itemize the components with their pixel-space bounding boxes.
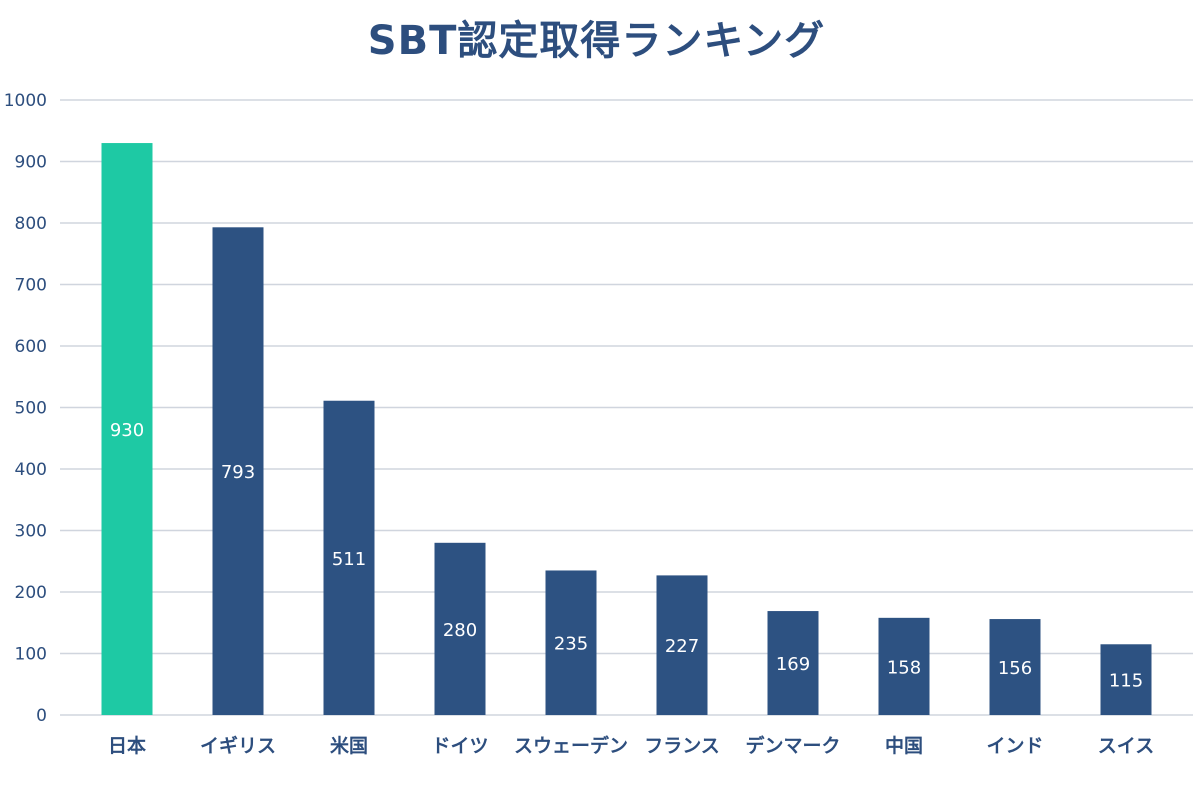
bar-5 xyxy=(545,570,597,715)
data-label: 158 xyxy=(887,657,921,678)
y-tick-label: 800 xyxy=(15,214,47,234)
bar-9 xyxy=(989,619,1041,715)
x-tick-label: デンマーク xyxy=(745,734,840,757)
x-tick-label: 米国 xyxy=(330,734,368,757)
y-tick-label: 100 xyxy=(15,645,47,665)
data-label: 169 xyxy=(776,654,810,675)
bar-1 xyxy=(101,143,153,716)
data-label: 793 xyxy=(221,462,255,483)
x-tick-label: イギリス xyxy=(200,735,276,757)
bar-8 xyxy=(878,617,930,715)
y-tick-label: 0 xyxy=(36,706,47,726)
y-tick-label: 900 xyxy=(15,153,47,173)
x-tick-label: スウェーデン xyxy=(514,734,628,757)
y-tick-label: 600 xyxy=(15,337,47,357)
y-tick-label: 500 xyxy=(15,399,47,419)
x-tick-label: 日本 xyxy=(108,734,146,757)
bar-7 xyxy=(767,611,819,715)
y-tick-label: 1000 xyxy=(4,91,47,111)
data-label: 156 xyxy=(998,658,1032,679)
x-tick-label: スイス xyxy=(1098,735,1154,757)
chart-title: SBT認定取得ランキング xyxy=(367,18,826,64)
y-tick-label: 400 xyxy=(15,460,47,480)
bar-10 xyxy=(1100,644,1152,715)
data-label: 930 xyxy=(110,420,144,441)
bar-6 xyxy=(656,575,708,715)
data-label: 227 xyxy=(665,636,699,657)
x-tick-label: フランス xyxy=(644,735,720,757)
data-label: 235 xyxy=(554,634,588,655)
data-label: 511 xyxy=(332,549,366,570)
x-tick-label: インド xyxy=(986,735,1043,757)
x-tick-label: 中国 xyxy=(885,734,923,757)
bar-3 xyxy=(323,400,375,715)
y-tick-label: 200 xyxy=(15,583,47,603)
data-label: 280 xyxy=(443,620,477,641)
x-tick-label: ドイツ xyxy=(431,735,488,757)
bar-4 xyxy=(434,542,486,715)
y-tick-label: 700 xyxy=(15,276,47,296)
y-tick-label: 300 xyxy=(15,522,47,542)
data-label: 115 xyxy=(1109,671,1143,692)
bar-2 xyxy=(212,227,264,715)
